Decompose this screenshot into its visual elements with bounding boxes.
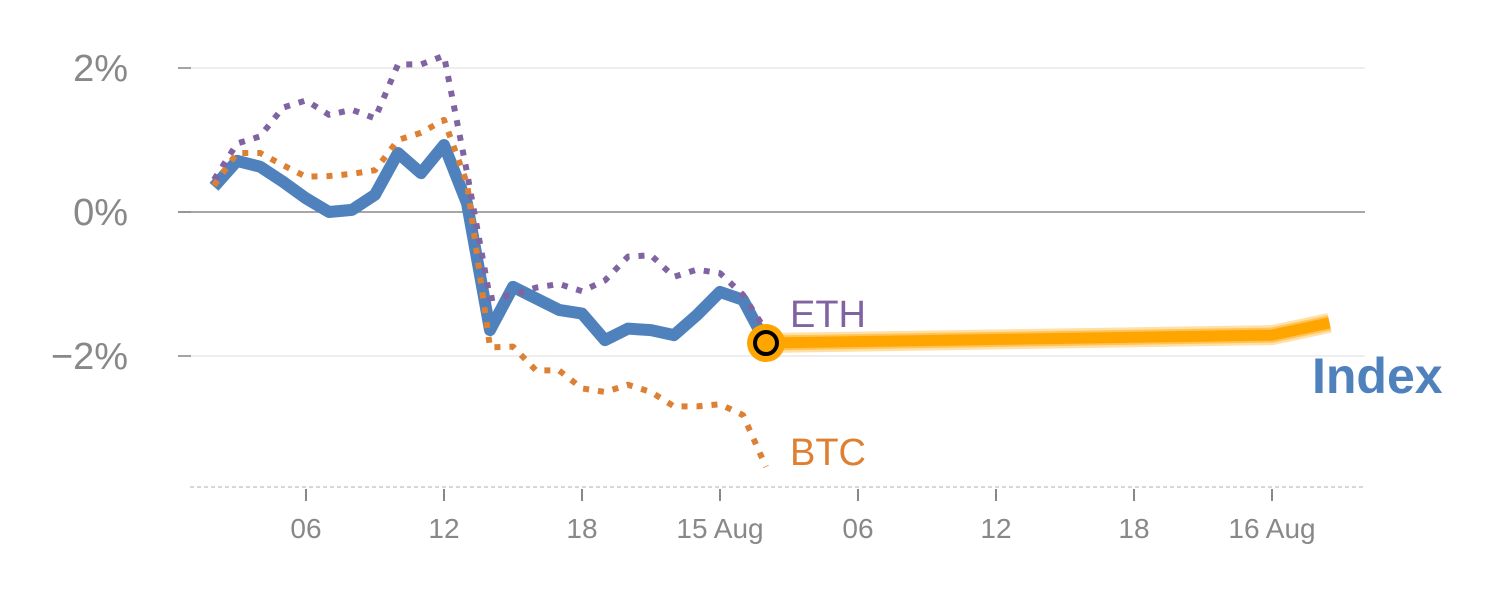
y-tick-label: −2% xyxy=(51,336,128,378)
eth-series-label: ETH xyxy=(790,294,866,336)
x-tick-label: 18 xyxy=(566,513,597,544)
x-tick-label: 12 xyxy=(980,513,1011,544)
y-tick-label: 0% xyxy=(73,192,128,234)
forecast-line xyxy=(765,317,1331,349)
x-tick-label: 06 xyxy=(842,513,873,544)
x-tick-label: 06 xyxy=(290,513,321,544)
current-marker xyxy=(753,330,779,357)
btc-series-label: BTC xyxy=(790,432,866,474)
index-series-label: Index xyxy=(1312,348,1443,404)
x-tick-label: 18 xyxy=(1118,513,1149,544)
x-tick-label: 15 Aug xyxy=(676,513,763,544)
x-tick-label: 12 xyxy=(428,513,459,544)
x-tick-label: 16 Aug xyxy=(1228,513,1315,544)
btc-line xyxy=(211,116,769,469)
y-tick-label: 2% xyxy=(73,48,128,90)
